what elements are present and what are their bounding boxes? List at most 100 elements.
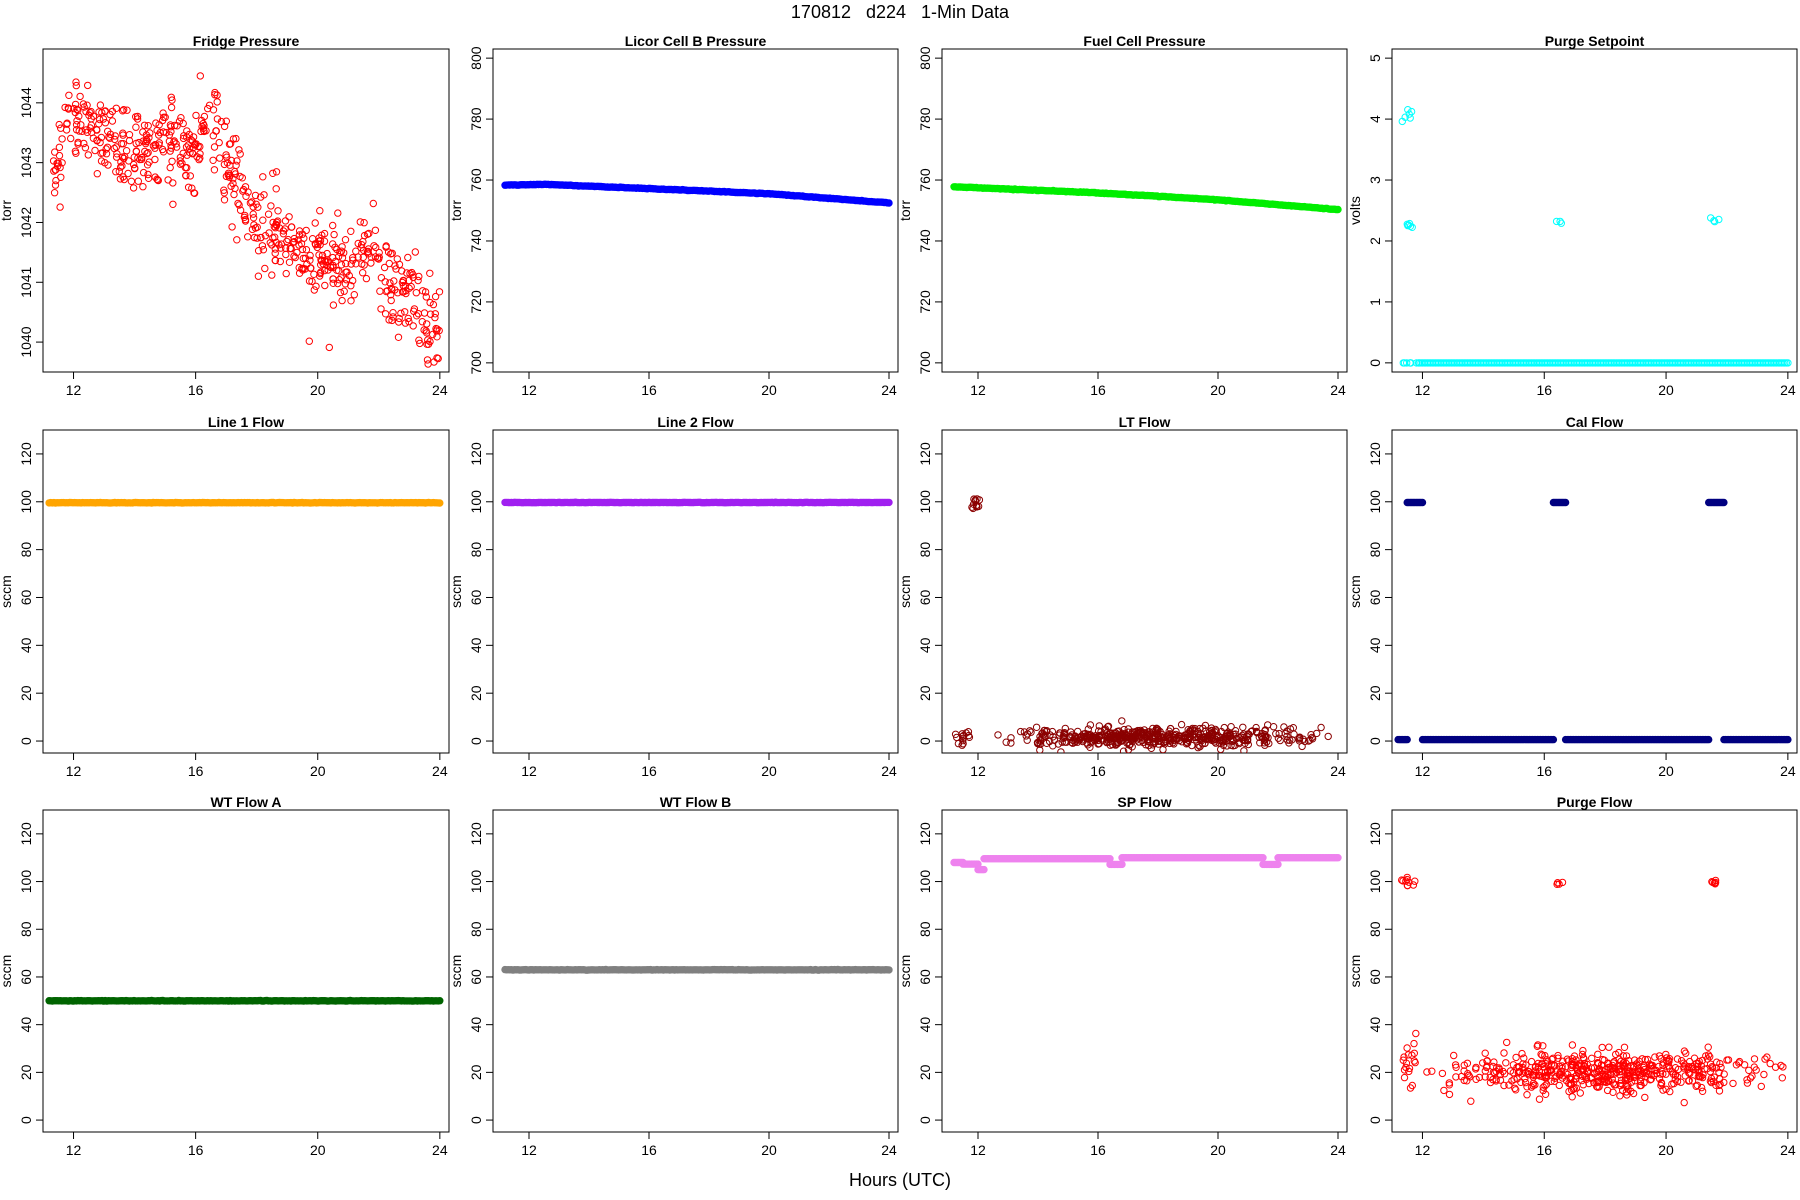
data-point <box>1423 1068 1431 1076</box>
data-point <box>254 272 263 280</box>
data-point <box>1510 1075 1518 1084</box>
data-point <box>129 184 138 192</box>
data-point <box>1054 740 1063 748</box>
data-point <box>363 248 372 256</box>
data-point <box>143 149 151 158</box>
data-point <box>320 237 329 245</box>
data-point <box>1561 498 1570 507</box>
data-point <box>290 234 298 243</box>
data-point <box>253 234 261 242</box>
y-axis-label: torr <box>0 200 14 221</box>
data-point <box>420 326 428 334</box>
data-point <box>342 276 351 284</box>
data-point <box>1481 1073 1489 1081</box>
data-points <box>950 854 1342 874</box>
data-point <box>1059 732 1067 741</box>
data-point <box>388 316 396 325</box>
data-point <box>244 233 252 241</box>
data-point <box>1541 1069 1549 1077</box>
data-point <box>127 177 136 186</box>
data-point <box>119 129 127 137</box>
data-point <box>1026 727 1034 735</box>
data-point <box>359 269 367 277</box>
data-point <box>1408 1051 1416 1059</box>
data-point <box>249 210 257 218</box>
data-point <box>347 227 355 236</box>
data-point <box>1177 720 1186 729</box>
data-point <box>183 164 191 172</box>
data-point <box>1599 1078 1607 1086</box>
data-point <box>182 143 191 151</box>
data-point <box>58 135 66 143</box>
data-point <box>281 217 290 225</box>
y-tick-label: 5 <box>1367 54 1383 62</box>
data-point <box>140 121 149 130</box>
data-point <box>93 170 102 178</box>
data-point <box>1585 1068 1593 1076</box>
data-point <box>1707 1074 1716 1083</box>
data-point <box>151 173 159 181</box>
data-point <box>1523 1083 1531 1091</box>
x-tick-label: 24 <box>432 382 448 398</box>
data-point <box>329 301 338 309</box>
data-point <box>175 117 184 126</box>
y-tick-label: 1044 <box>18 87 34 118</box>
chart-title: Fridge Pressure <box>193 33 300 49</box>
data-point <box>343 268 351 276</box>
data-point <box>980 865 988 874</box>
data-point <box>1239 723 1247 731</box>
panel-wt-flow-a: WT Flow A 12 16 20 24 0 20 40 60 80 100 120 sccm <box>0 794 450 1158</box>
data-point <box>1541 1051 1549 1060</box>
data-point <box>223 153 231 161</box>
data-point <box>101 107 109 116</box>
data-point <box>1481 1049 1489 1057</box>
panel-fridge-pressure: Fridge Pressure 12 16 20 24 1040 1041 1042 1043 1… <box>0 33 450 398</box>
data-point <box>1086 721 1095 729</box>
data-point <box>306 264 315 272</box>
data-point <box>1578 1050 1587 1059</box>
data-point <box>1275 729 1283 738</box>
data-point <box>971 496 979 504</box>
data-point <box>251 224 260 232</box>
data-point <box>125 131 134 139</box>
data-point <box>388 286 396 294</box>
data-point <box>1732 1061 1741 1069</box>
data-point <box>167 103 176 112</box>
data-point <box>431 313 439 322</box>
x-tick-label: 16 <box>641 763 657 779</box>
x-tick-label: 16 <box>641 382 657 398</box>
data-point <box>222 117 231 125</box>
data-point <box>232 134 240 143</box>
data-point <box>1604 1077 1613 1085</box>
data-point <box>211 88 219 97</box>
y-tick-label: 0 <box>18 1116 34 1124</box>
data-point <box>335 267 343 275</box>
x-tick-label: 16 <box>1090 382 1106 398</box>
data-point <box>1784 359 1792 367</box>
y-tick-label: 60 <box>1367 589 1383 605</box>
data-point <box>414 276 422 285</box>
data-points <box>1394 498 1792 744</box>
data-point <box>112 104 121 113</box>
data-point <box>124 169 132 178</box>
data-point <box>1263 738 1271 746</box>
data-point <box>1118 860 1126 869</box>
data-point <box>1410 1039 1418 1048</box>
data-point <box>274 217 282 225</box>
data-point <box>199 124 208 133</box>
data-point <box>1022 732 1030 740</box>
data-point <box>414 310 423 318</box>
data-point <box>1558 1062 1566 1070</box>
data-point <box>1088 734 1096 742</box>
y-tick-label: 80 <box>917 542 933 558</box>
data-point <box>1445 1090 1454 1099</box>
data-point <box>77 121 85 129</box>
data-point <box>433 325 441 333</box>
data-point <box>394 333 403 341</box>
data-point <box>74 140 82 148</box>
x-tick-label: 24 <box>432 1142 448 1158</box>
data-point <box>332 257 340 265</box>
data-point <box>329 221 337 230</box>
data-point <box>257 193 265 201</box>
data-point <box>380 263 389 272</box>
